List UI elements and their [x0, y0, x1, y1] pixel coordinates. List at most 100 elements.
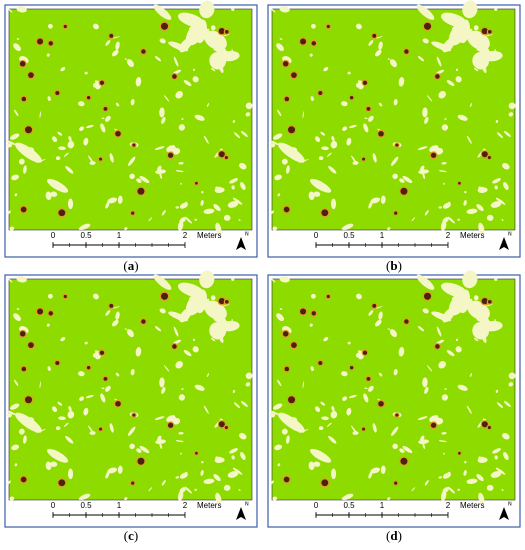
- clearing: [286, 165, 290, 174]
- clearing: [320, 131, 326, 136]
- panel: 0 0.5 1 2 Meters N: [267, 0, 521, 258]
- clearing: [372, 423, 377, 433]
- clearing: [192, 338, 196, 342]
- label-part: a: [128, 258, 135, 273]
- clearing: [157, 165, 162, 172]
- clearing: [467, 30, 490, 51]
- tree-crown: [318, 360, 323, 365]
- clearing: [276, 313, 284, 322]
- clearing: [508, 102, 516, 110]
- clearing: [223, 214, 231, 221]
- clearing: [269, 143, 276, 148]
- clearing: [323, 67, 329, 72]
- clearing: [232, 389, 236, 393]
- clearing: [161, 386, 166, 394]
- clearing: [503, 182, 509, 190]
- clearing: [180, 182, 182, 185]
- clearing: [279, 38, 283, 40]
- clearing: [130, 368, 135, 376]
- clearing: [157, 435, 162, 442]
- clearing: [159, 173, 163, 179]
- tree-crown: [137, 457, 145, 465]
- tree-crown: [224, 155, 228, 160]
- scale-tick-label: 1: [117, 231, 122, 240]
- clearing: [315, 136, 321, 143]
- north-arrow: [499, 507, 509, 520]
- clearing: [281, 158, 288, 165]
- clearing: [328, 165, 337, 174]
- tree-crown: [167, 152, 174, 158]
- scale-unit: Meters: [197, 501, 221, 510]
- clearing: [318, 156, 324, 161]
- clearing: [341, 371, 348, 377]
- tree-crown: [21, 96, 27, 102]
- clearing: [355, 23, 362, 30]
- tree-crown: [435, 74, 440, 79]
- clearing: [105, 471, 110, 479]
- clearing: [105, 385, 111, 392]
- panel-label: (c): [124, 528, 138, 543]
- clearing: [308, 461, 315, 471]
- clearing: [422, 173, 426, 179]
- clearing: [496, 132, 504, 139]
- clearing: [368, 385, 374, 392]
- clearing: [467, 300, 490, 321]
- clearing: [330, 410, 338, 419]
- clearing: [173, 326, 179, 337]
- clearing: [310, 96, 314, 102]
- clearing: [363, 393, 369, 403]
- tree-crown: [86, 95, 91, 100]
- clearing: [7, 8, 13, 13]
- tree-crown: [141, 319, 146, 324]
- clearing: [464, 190, 467, 194]
- clearing: [115, 102, 120, 107]
- tree-crown: [394, 481, 398, 485]
- tree-crown: [311, 311, 316, 316]
- clearing: [495, 197, 506, 205]
- clearing: [126, 59, 134, 68]
- clearing: [6, 413, 13, 418]
- clearing: [127, 426, 136, 436]
- tree-crown: [160, 22, 169, 30]
- clearing: [213, 474, 221, 482]
- tree-crown: [86, 365, 91, 370]
- clearing: [281, 428, 288, 435]
- clearing: [11, 174, 20, 181]
- clearing: [342, 223, 354, 231]
- clearing: [462, 270, 478, 289]
- clearing: [211, 337, 216, 342]
- clearing: [227, 201, 239, 208]
- clearing: [455, 346, 462, 353]
- clearing: [466, 478, 478, 484]
- clearing: [273, 133, 283, 140]
- clearing: [368, 115, 374, 122]
- tree-crown: [19, 61, 26, 67]
- clearing: [447, 486, 456, 494]
- tree-crown: [400, 187, 408, 195]
- clearing: [179, 472, 188, 479]
- clearing: [472, 321, 490, 340]
- clearing: [127, 156, 136, 166]
- tree-crown: [58, 209, 66, 217]
- clearing: [201, 460, 204, 464]
- clearing: [209, 51, 227, 70]
- clearing: [272, 226, 278, 231]
- clearing: [279, 6, 290, 13]
- clearing: [178, 394, 186, 401]
- clearing: [455, 76, 462, 83]
- clearing: [45, 461, 52, 471]
- clearing: [46, 53, 50, 57]
- clearing: [448, 291, 469, 316]
- clearing: [183, 349, 192, 357]
- clearing: [79, 126, 85, 131]
- clearing: [112, 49, 119, 57]
- clearing: [178, 124, 186, 131]
- clearing: [466, 208, 478, 214]
- clearing: [436, 326, 442, 337]
- clearing: [47, 96, 51, 102]
- clearing: [180, 452, 182, 455]
- scale-unit: Meters: [197, 231, 221, 240]
- clearing: [93, 82, 98, 88]
- clearing: [185, 21, 206, 46]
- clearing: [372, 153, 377, 163]
